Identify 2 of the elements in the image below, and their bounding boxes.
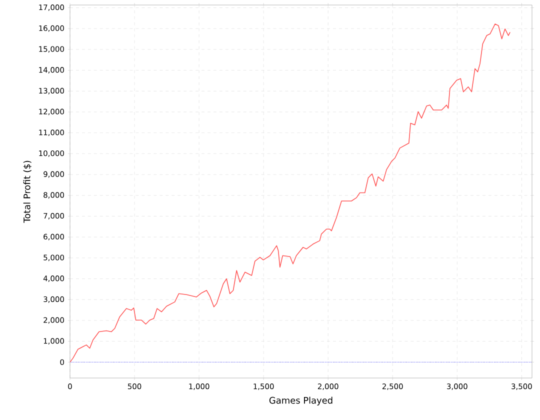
y-axis-title: Total Profit ($) — [23, 160, 32, 223]
x-axis-title: Games Played — [269, 396, 332, 406]
